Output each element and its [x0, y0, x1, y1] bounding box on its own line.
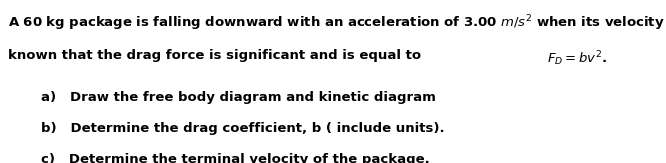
- Text: $F_D = bv^2$.: $F_D = bv^2$.: [547, 49, 607, 68]
- Text: A 60 kg package is falling downward with an acceleration of 3.00 $m/s^2$ when it: A 60 kg package is falling downward with…: [8, 13, 666, 33]
- Text: a)   Draw the free body diagram and kinetic diagram: a) Draw the free body diagram and kineti…: [41, 91, 436, 104]
- Text: known that the drag force is significant and is equal to: known that the drag force is significant…: [8, 49, 426, 62]
- Text: c)   Determine the terminal velocity of the package.: c) Determine the terminal velocity of th…: [41, 153, 430, 163]
- Text: b)   Determine the drag coefficient, b ( include units).: b) Determine the drag coefficient, b ( i…: [41, 122, 445, 135]
